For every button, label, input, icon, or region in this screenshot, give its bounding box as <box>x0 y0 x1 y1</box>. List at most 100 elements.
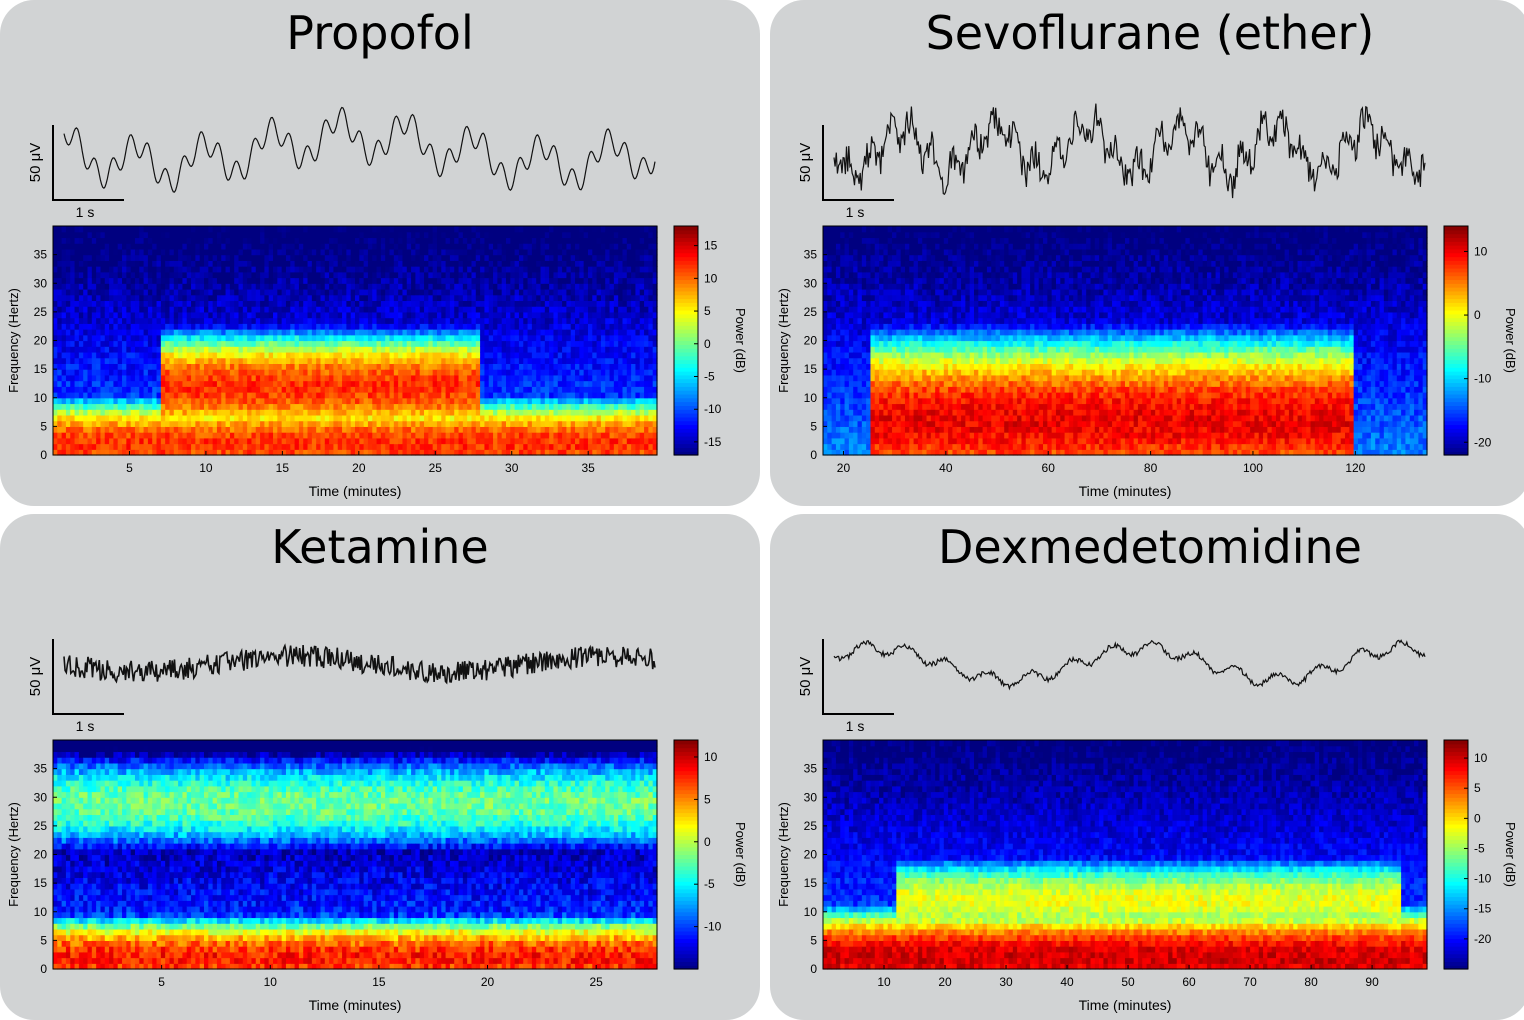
spectrogram-cell <box>96 351 102 359</box>
spectrogram-cell <box>389 363 395 370</box>
spectrogram-cell <box>419 409 425 416</box>
spectrogram-cell <box>363 231 369 239</box>
spectrogram-cell <box>316 357 322 364</box>
spectrogram-cell <box>160 369 166 376</box>
spectrogram-cell <box>575 248 580 256</box>
spectrogram-cell <box>488 374 494 382</box>
spectrogram-cell <box>173 260 179 267</box>
spectrogram-cell <box>178 237 184 244</box>
spectrogram-cell <box>518 443 524 450</box>
spectrogram-cell <box>139 294 145 302</box>
spectrogram-cell <box>415 334 421 342</box>
spectrogram-cell <box>264 323 270 330</box>
spectrogram-cell <box>178 260 184 267</box>
spectrogram-cell <box>579 271 585 279</box>
spectrogram-cell <box>346 226 352 233</box>
spectrogram-cell <box>484 317 490 324</box>
spectrogram-cell <box>178 426 184 433</box>
spectrogram-cell <box>78 403 84 410</box>
spectrogram-cell <box>247 334 253 342</box>
spectrogram-cell <box>329 409 335 416</box>
spectrogram-cell <box>173 369 179 376</box>
spectrogram-cell <box>518 392 524 399</box>
spectrogram-cell <box>531 283 537 290</box>
spectrogram-cell <box>169 277 175 284</box>
spectrogram-cell <box>398 437 404 445</box>
spectrogram-cell <box>273 340 278 347</box>
spectrogram-cell <box>480 226 486 233</box>
spectrogram-cell <box>113 283 119 290</box>
spectrogram-cell <box>234 363 240 370</box>
spectrogram-cell <box>337 403 343 410</box>
spectrogram-cell <box>273 449 278 456</box>
spectrogram-cell <box>419 449 425 456</box>
spectrogram-cell <box>147 397 153 405</box>
spectrogram-cell <box>104 329 110 336</box>
spectrogram-cell <box>273 306 278 313</box>
spectrogram-cell <box>247 254 253 261</box>
spectrogram-cell <box>143 409 149 416</box>
spectrogram-cell <box>255 420 261 427</box>
spectrogram-cell <box>367 311 373 319</box>
spectrogram-cell <box>294 323 300 330</box>
spectrogram-cell <box>96 226 102 233</box>
spectrogram-cell <box>204 374 209 382</box>
spectrogram-cell <box>87 340 93 347</box>
spectrogram-cell <box>178 248 184 256</box>
spectrogram-cell <box>480 437 486 445</box>
spectrogram-cell <box>113 317 119 324</box>
spectrogram-cell <box>367 226 373 233</box>
spectrogram-cell <box>139 414 145 422</box>
spectrogram-cell <box>191 266 196 273</box>
spectrogram-cell <box>96 231 102 239</box>
spectrogram-cell <box>350 306 356 313</box>
spectrogram-cell <box>87 329 93 336</box>
spectrogram-cell <box>212 420 218 427</box>
spectrogram-cell <box>454 346 460 353</box>
spectrogram-cell <box>462 300 468 307</box>
spectrogram-cell <box>389 248 395 256</box>
spectrogram-cell <box>320 397 326 405</box>
spectrogram-cell <box>510 300 516 307</box>
spectrogram-cell <box>104 271 110 279</box>
spectrogram-cell <box>393 248 399 256</box>
spectrogram-cell <box>242 386 248 393</box>
spectrogram-cell <box>441 340 447 347</box>
spectrogram-cell <box>57 323 63 330</box>
spectrogram-cell <box>290 443 296 450</box>
spectrogram-cell <box>53 254 58 261</box>
spectrogram-cell <box>294 346 300 353</box>
spectrogram-cell <box>139 254 145 261</box>
spectrogram-cell <box>186 409 192 416</box>
spectrogram-cell <box>74 277 80 284</box>
spectrogram-cell <box>234 414 240 422</box>
spectrogram-cell <box>579 334 585 342</box>
spectrogram-cell <box>61 340 67 347</box>
spectrogram-cell <box>359 449 365 456</box>
spectrogram-cell <box>160 426 166 433</box>
spectrogram-cell <box>570 351 576 359</box>
spectrogram-cell <box>385 420 391 427</box>
spectrogram-cell <box>169 288 175 296</box>
spectrogram-cell <box>501 346 507 353</box>
spectrogram-cell <box>134 306 140 313</box>
spectrogram-cell <box>385 374 391 382</box>
spectrogram-cell <box>355 449 360 456</box>
spectrogram-cell <box>367 254 373 261</box>
spectrogram-cell <box>531 311 537 319</box>
spectrogram-cell <box>83 369 89 376</box>
spectrogram-cell <box>147 432 153 439</box>
spectrogram-cell <box>178 420 184 427</box>
spectrogram-cell <box>363 357 369 364</box>
spectrogram-cell <box>333 317 339 324</box>
spectrogram-cell <box>182 300 188 307</box>
spectrogram-cell <box>462 254 468 261</box>
spectrogram-cell <box>419 369 425 376</box>
spectrogram-cell <box>355 363 360 370</box>
spectrogram-cell <box>428 271 434 279</box>
spectrogram-cell <box>544 277 550 284</box>
spectrogram-cell <box>160 414 166 422</box>
spectrogram-cell <box>122 392 127 399</box>
spectrogram-cell <box>78 294 84 302</box>
spectrogram-cell <box>294 363 300 370</box>
